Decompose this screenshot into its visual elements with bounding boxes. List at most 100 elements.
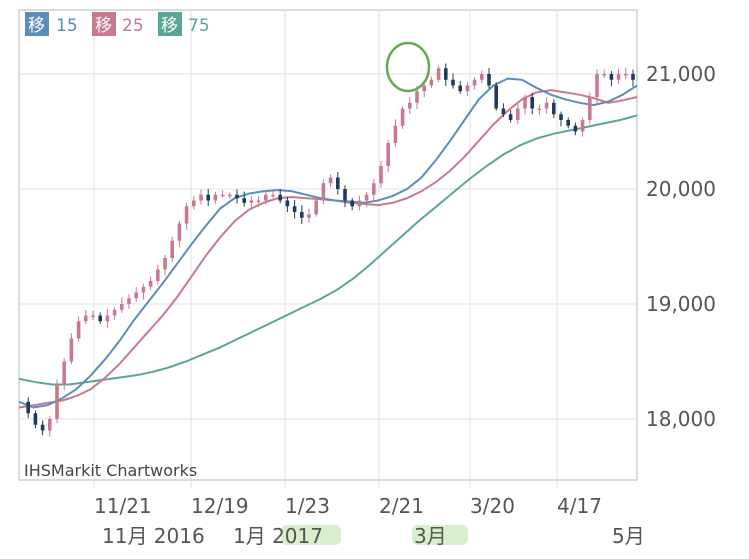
candle-body <box>624 74 628 76</box>
candle-body <box>69 338 74 362</box>
candle-body <box>307 214 311 218</box>
plot-frame <box>18 9 638 481</box>
candle-body <box>84 315 88 322</box>
candle-body <box>343 189 347 201</box>
candle-body <box>91 315 95 317</box>
candle-body <box>566 120 570 126</box>
candle-body <box>516 108 520 120</box>
candle-body <box>559 114 563 120</box>
candle-body <box>184 206 189 224</box>
candle-body <box>458 85 462 92</box>
y-tick-19000: 19,000 <box>646 292 716 316</box>
candle-body <box>415 91 419 103</box>
legend: 移 15 移 25 移 75 <box>25 12 210 36</box>
x-tick-417: 4/17 <box>557 494 602 518</box>
candle-body <box>177 223 182 241</box>
chart-credit: IHSMarkit Chartworks <box>24 461 197 480</box>
month-label-mar: 3月 <box>414 524 447 548</box>
candle-body <box>472 79 477 86</box>
x-axis-labels: 11/21 12/19 1/23 2/21 3/20 4/17 11月 2016… <box>94 494 645 548</box>
candle-body <box>249 200 254 203</box>
grid-layer <box>19 10 637 488</box>
candle-body <box>242 198 246 203</box>
x-tick-1121: 11/21 <box>94 494 152 518</box>
y-tick-21000: 21,000 <box>646 62 716 86</box>
candle-body <box>271 194 275 197</box>
candle-body <box>400 108 405 126</box>
candle-body <box>487 74 491 86</box>
ma15-layer <box>18 77 638 409</box>
candle-body <box>170 240 174 258</box>
y-axis-labels: 21,000 20,000 19,000 18,000 <box>646 62 716 431</box>
candle-body <box>436 68 441 80</box>
candle-body <box>199 194 203 201</box>
candle-body <box>609 74 614 80</box>
candle-body <box>141 286 146 293</box>
candle-body <box>148 281 153 287</box>
candle-body <box>616 74 621 80</box>
x-tick-1219: 12/19 <box>191 494 249 518</box>
candle-body <box>364 194 369 201</box>
candle-body <box>631 74 635 80</box>
y-tick-20000: 20,000 <box>646 177 716 201</box>
candle-body <box>192 200 196 207</box>
legend-period-25: 25 <box>122 16 144 36</box>
candle-body <box>213 194 218 201</box>
candle-body <box>573 125 578 132</box>
y-tick-18000: 18,000 <box>646 407 716 431</box>
candle-body <box>580 120 585 132</box>
candle-body <box>127 298 131 304</box>
legend-period-15: 15 <box>56 16 78 36</box>
ma75-layer <box>18 114 638 386</box>
candle-body <box>112 309 117 316</box>
legend-badge-75 <box>158 12 182 36</box>
candle-body <box>163 258 167 270</box>
highlight-2017 <box>281 525 341 545</box>
candle-body <box>285 200 290 207</box>
candle-body <box>429 79 434 86</box>
candle-body <box>480 74 484 80</box>
candle-body <box>40 424 45 431</box>
candle-body <box>595 74 599 97</box>
legend-badge-75-text: 移 <box>161 16 178 36</box>
candle-body <box>220 194 225 197</box>
legend-badge-25 <box>92 12 116 36</box>
candle-body <box>422 85 426 92</box>
candle-body <box>588 97 592 120</box>
candle-body <box>537 108 542 110</box>
month-label-nov-2016: 11月 2016 <box>102 524 205 548</box>
candle-body <box>264 194 268 201</box>
ma15-line <box>18 77 638 409</box>
legend-badge-15-text: 移 <box>28 16 45 36</box>
candle-body <box>523 97 527 109</box>
candle-body <box>120 304 124 310</box>
candle-body <box>62 361 66 385</box>
candle-body <box>328 177 333 184</box>
candle-body <box>48 419 52 431</box>
candle-body <box>26 401 30 414</box>
x-tick-123: 1/23 <box>285 494 330 518</box>
candle-body <box>372 183 376 195</box>
candle-body <box>105 315 110 322</box>
x-tick-221: 2/21 <box>379 494 424 518</box>
candle-body <box>314 200 318 215</box>
candle-body <box>321 183 326 201</box>
candle-body <box>98 315 102 322</box>
candle-body <box>552 102 556 115</box>
annotation-circle <box>385 41 431 93</box>
candle-body <box>336 177 340 189</box>
candle-body <box>350 200 354 207</box>
candle-body <box>408 102 412 109</box>
candle-body <box>256 200 261 202</box>
month-label-jan-2017: 1月 2017 <box>233 524 323 548</box>
candle-body <box>386 143 390 166</box>
candle-body <box>451 79 455 86</box>
candle-body <box>235 194 239 199</box>
candle-body <box>465 85 470 92</box>
candle-body <box>156 269 160 281</box>
candle-body <box>206 194 210 201</box>
candle-body <box>393 125 398 143</box>
candle-body <box>300 212 304 218</box>
candles-layer <box>26 63 635 437</box>
